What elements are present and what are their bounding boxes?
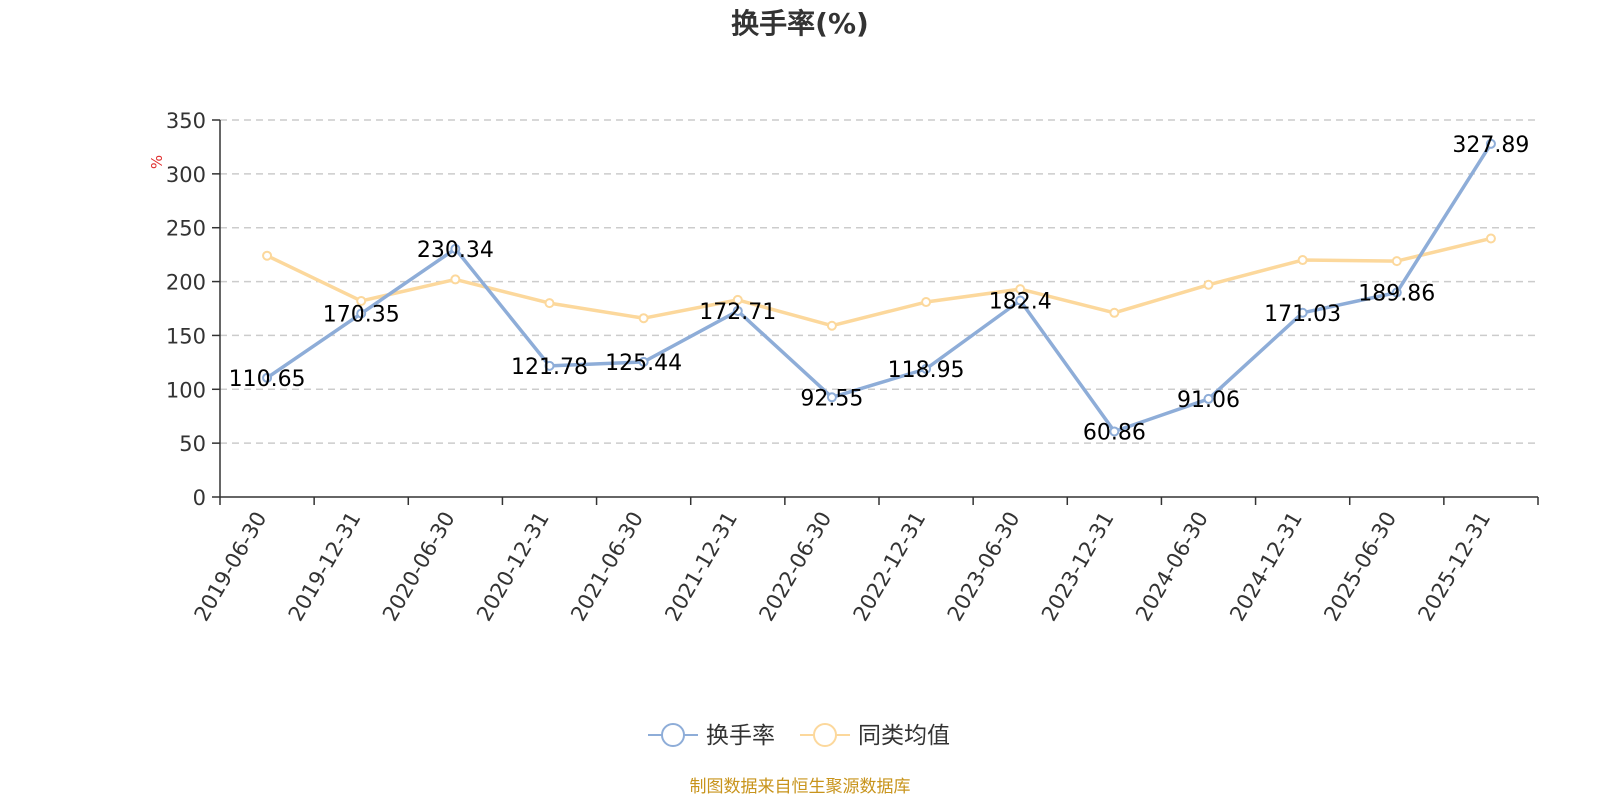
series-line (266, 142, 1493, 434)
x-tick-label: 2021-12-31 (660, 508, 742, 626)
data-point (1391, 287, 1402, 298)
data-point (544, 298, 555, 309)
data-label: 91.06 (1177, 388, 1240, 413)
data-label: 110.65 (229, 367, 306, 392)
data-point (638, 356, 649, 367)
data-label: 170.35 (323, 303, 400, 328)
series-turnover-rate (262, 138, 1496, 437)
y-axis-unit-label: % (148, 155, 166, 169)
legend-marker (661, 723, 685, 747)
data-point (638, 313, 649, 324)
data-point (544, 360, 555, 371)
data-point (450, 274, 461, 285)
legend-label: 换手率 (706, 723, 775, 749)
x-tick-label: 2023-12-31 (1037, 508, 1119, 626)
data-point (732, 294, 743, 305)
data-point (732, 305, 743, 316)
data-point (1109, 426, 1120, 437)
data-source-note: 制图数据来自恒生聚源数据库 (690, 777, 911, 797)
legend-marker (813, 723, 837, 747)
data-label: 171.03 (1264, 302, 1341, 327)
x-tick-label: 2019-12-31 (284, 508, 366, 626)
chart-title: 换手率(%) (731, 7, 869, 40)
data-point (262, 372, 273, 383)
y-tick-label: 0 (193, 486, 206, 510)
data-point (921, 363, 932, 374)
x-tick-label: 2022-06-30 (754, 508, 836, 626)
series-lines (262, 138, 1496, 437)
y-tick-label: 250 (166, 217, 206, 241)
legend-item-turnover-rate[interactable]: 换手率 (648, 723, 775, 749)
x-tick-label: 2021-06-30 (566, 508, 648, 626)
data-label: 327.89 (1452, 133, 1529, 158)
y-tick-label: 100 (166, 378, 206, 402)
data-point (1485, 233, 1496, 244)
y-tick-label: 350 (166, 109, 206, 133)
series-peer-average (262, 233, 1496, 331)
data-point (1203, 393, 1214, 404)
data-label: 182.4 (989, 290, 1052, 315)
data-point (1297, 307, 1308, 318)
data-label: 125.44 (605, 351, 682, 376)
x-tick-label: 2020-06-30 (378, 508, 460, 626)
y-tick-label: 50 (179, 432, 206, 456)
x-tick-label: 2020-12-31 (472, 508, 554, 626)
data-point (1015, 295, 1026, 306)
data-label: 172.71 (699, 300, 776, 325)
data-label: 60.86 (1083, 420, 1146, 445)
y-tick-label: 200 (166, 271, 206, 295)
data-point (826, 320, 837, 331)
grid-lines (220, 119, 1538, 444)
x-tick-label: 2023-06-30 (943, 508, 1025, 626)
x-tick-label: 2024-12-31 (1225, 508, 1307, 626)
axes: 0 50 100 150 200 250 300 350 2019-06-30 2019-12-3… (166, 109, 1539, 626)
x-tick-label: 2025-06-30 (1319, 508, 1401, 626)
legend-item-peer-average[interactable]: 同类均值 (800, 723, 950, 749)
x-tick-label: 2025-12-31 (1413, 508, 1495, 626)
data-point (1015, 284, 1026, 295)
series-line (266, 236, 1492, 328)
data-point (1485, 138, 1496, 149)
data-point (356, 295, 367, 306)
data-point (262, 250, 273, 261)
data-point (1109, 307, 1120, 318)
data-point (826, 392, 837, 403)
data-point (1391, 256, 1402, 267)
data-point (921, 297, 932, 308)
data-point (1203, 279, 1214, 290)
y-tick-label: 150 (166, 324, 206, 348)
data-labels: 110.65 170.35 230.34 121.78 125.44 172.71 92.5… (229, 133, 1530, 446)
data-label: 92.55 (800, 386, 863, 411)
data-label: 121.78 (511, 355, 588, 380)
data-point (450, 243, 461, 254)
data-label: 230.34 (417, 238, 494, 263)
data-label: 118.95 (888, 358, 965, 383)
x-tick-label: 2019-06-30 (190, 508, 272, 626)
y-tick-label: 300 (166, 163, 206, 187)
legend[interactable]: 换手率 同类均值 (648, 723, 950, 749)
data-label: 189.86 (1358, 281, 1435, 306)
data-point (356, 308, 367, 319)
x-tick-label: 2024-06-30 (1131, 508, 1213, 626)
data-point (1297, 255, 1308, 266)
legend-label: 同类均值 (858, 723, 950, 749)
x-tick-label: 2022-12-31 (849, 508, 931, 626)
